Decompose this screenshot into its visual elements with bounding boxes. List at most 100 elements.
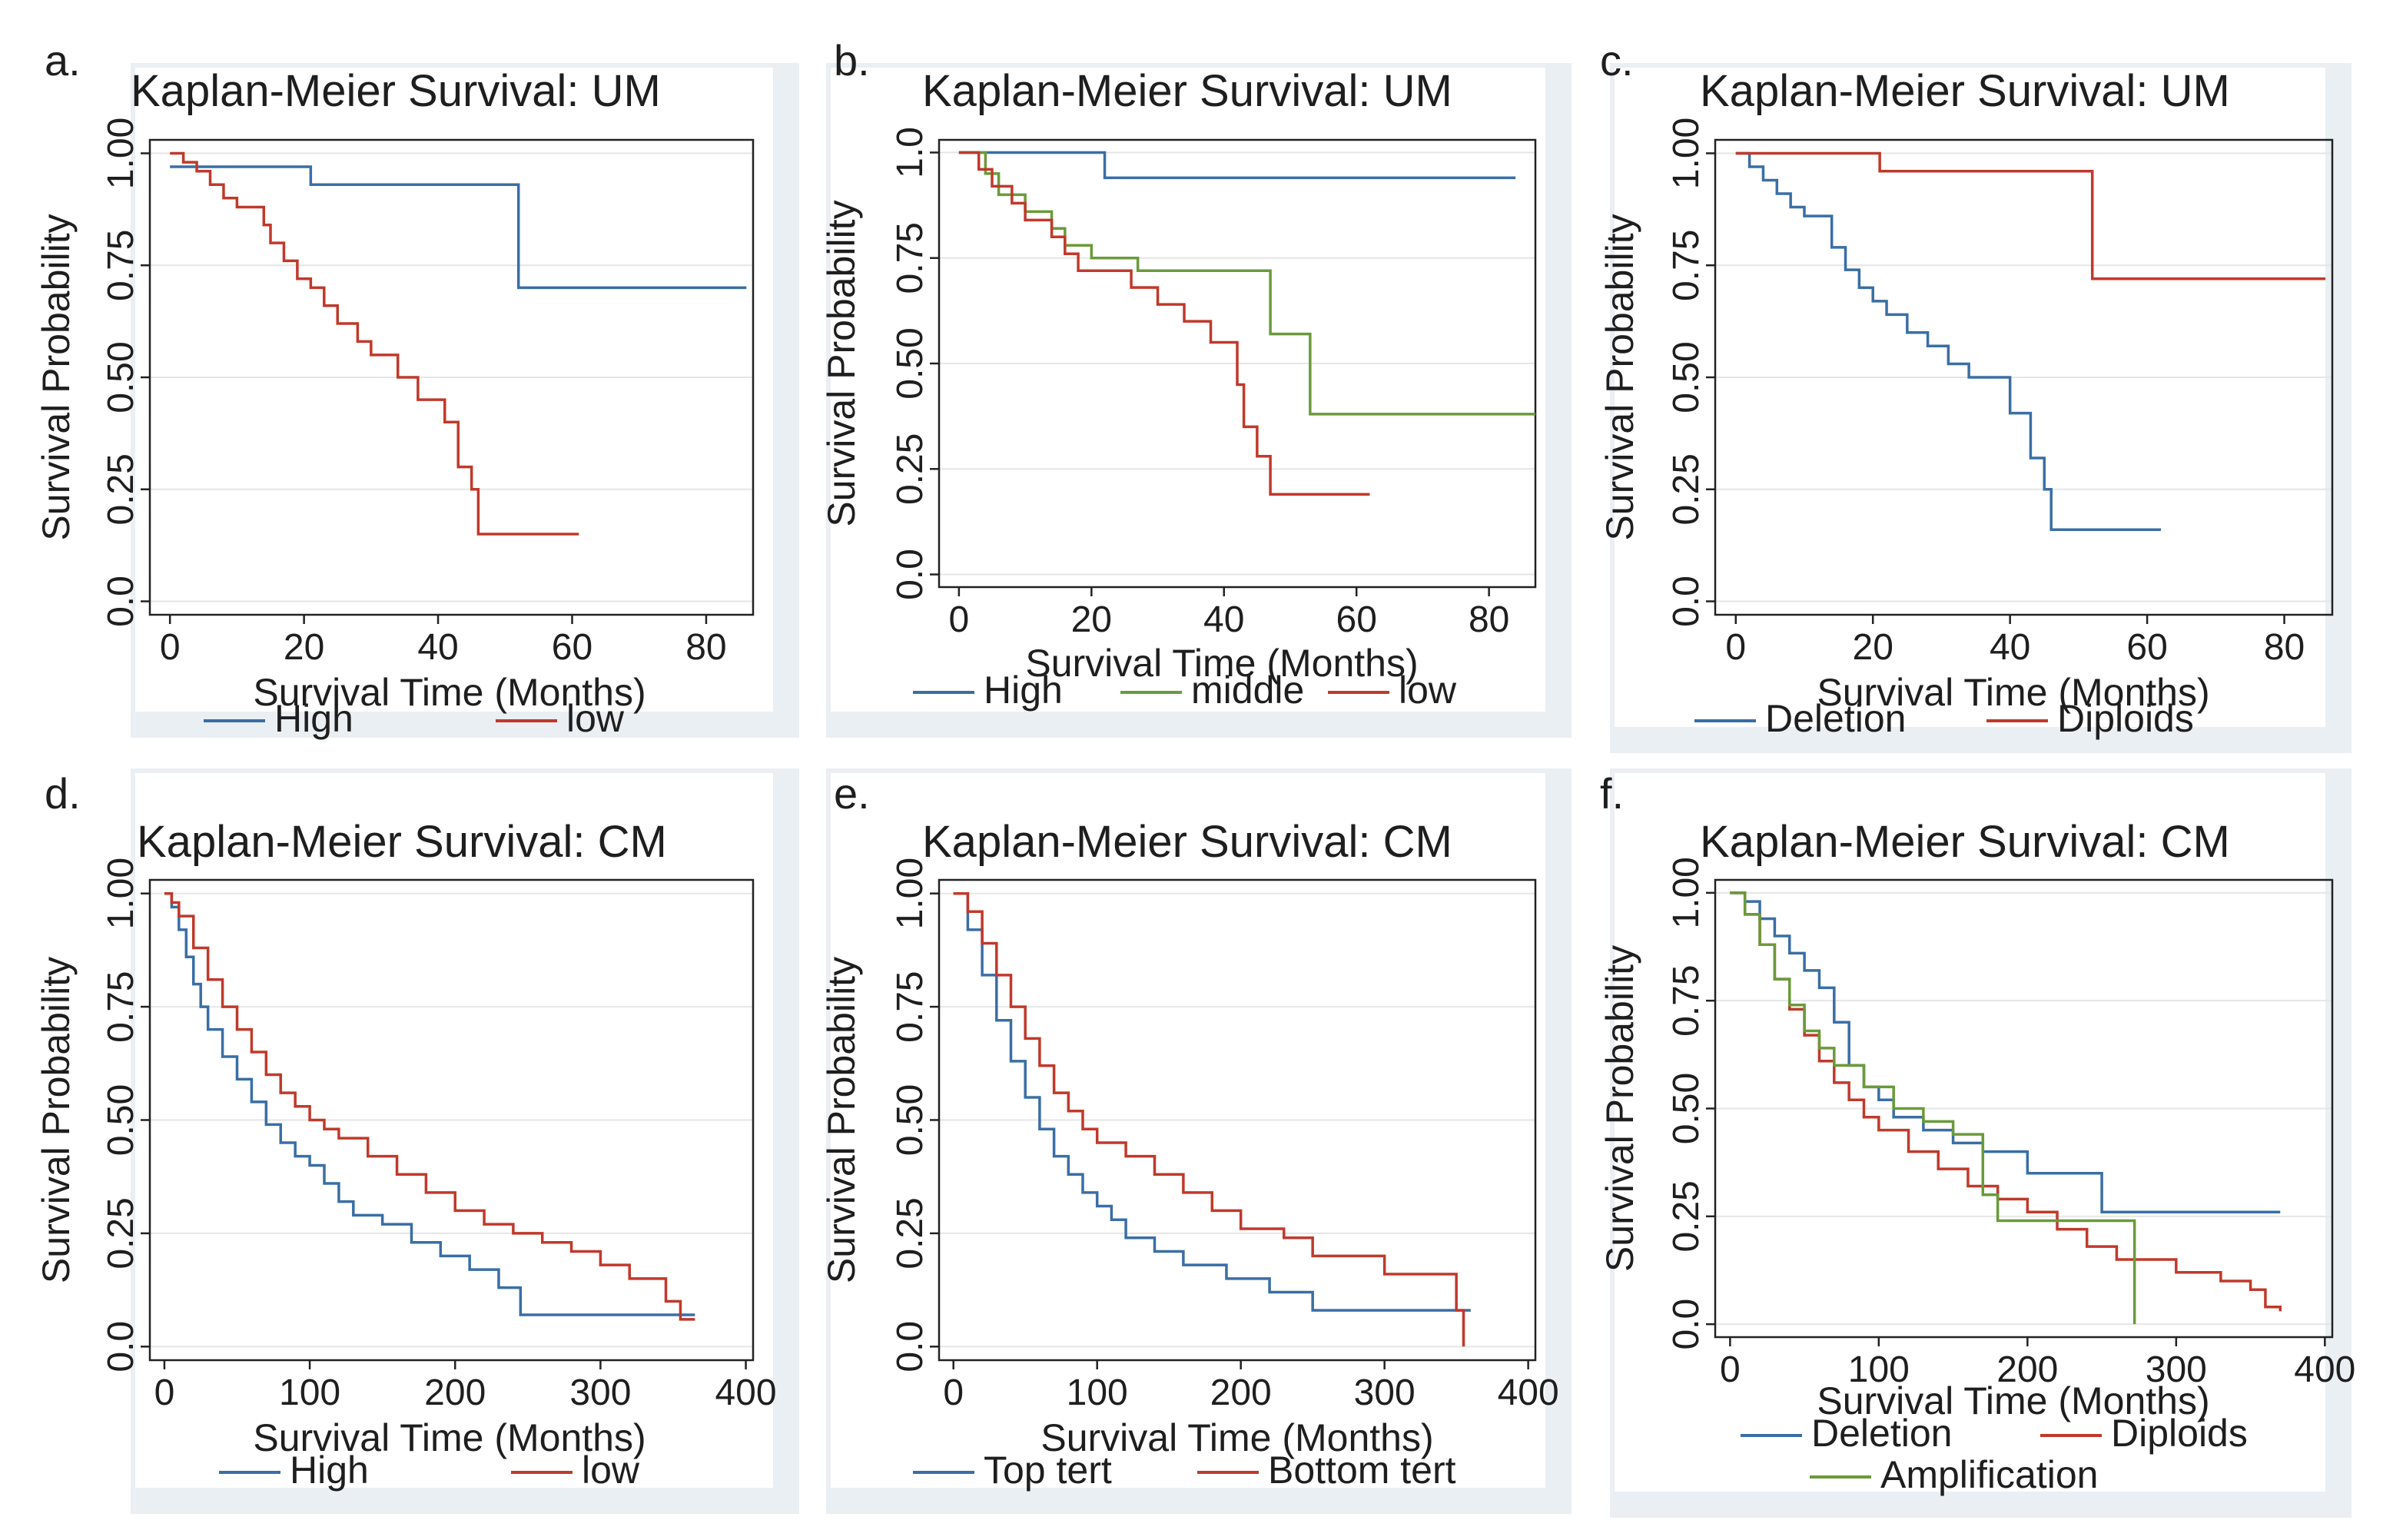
chart-title: Kaplan-Meier Survival: CM (137, 817, 667, 867)
chart-title: Kaplan-Meier Survival: CM (922, 817, 1452, 867)
panel-a: 0.0 0.25 0.50 0.75 1.00 0 20 40 60 80 Kaplan-Meier… (35, 36, 799, 740)
series-high (164, 891, 695, 1316)
panel-letter: b. (834, 36, 870, 85)
x-tick-label: 80 (2264, 627, 2305, 668)
y-axis-label: Survival Probability (820, 957, 863, 1283)
series-high (170, 165, 747, 290)
x-tick-label: 0 (160, 627, 181, 668)
chart-title: Kaplan-Meier Survival: UM (131, 66, 661, 116)
x-tick-label: 40 (417, 627, 458, 668)
legend-label: low (566, 697, 625, 740)
x-tick-label: 100 (1067, 1372, 1128, 1413)
y-tick-label: 0.75 (890, 971, 931, 1042)
y-tick-label: 0.75 (1666, 964, 1707, 1036)
x-tick-label: 300 (2146, 1349, 2207, 1390)
y-tick-label: 1.00 (1666, 857, 1707, 928)
y-tick-label: 0.0 (101, 1321, 141, 1372)
x-tick-label: 400 (715, 1372, 776, 1413)
panel-letter: d. (45, 769, 81, 818)
legend-label: Diploids (2057, 697, 2194, 740)
series-deletion (1735, 151, 2161, 531)
legend: High low (219, 1449, 640, 1492)
legend: High middle low (913, 669, 1457, 712)
series-diploids (1735, 151, 2326, 280)
y-tick-label: 1.00 (1666, 118, 1707, 189)
y-axis-label: Survival Probability (1598, 945, 1641, 1272)
y-tick-label: 0.0 (890, 1321, 931, 1372)
y-tick-label: 0.25 (1666, 1180, 1707, 1252)
y-tick-label: 1.0 (890, 127, 931, 178)
x-axis-label: Survival Time (Months) (1025, 642, 1418, 685)
x-axis-label: Survival Time (Months) (1817, 671, 2209, 714)
panel-inner-background (135, 68, 773, 712)
chart-title: Kaplan-Meier Survival: UM (1700, 66, 2230, 116)
series-low (170, 151, 579, 536)
y-tick-label: 0.0 (1666, 1299, 1707, 1350)
legend: Top tert Bottom tert (913, 1449, 1456, 1492)
panel-letter: e. (834, 769, 870, 818)
panel-letter: c. (1600, 36, 1634, 85)
y-tick-label: 0.25 (890, 1197, 931, 1269)
x-tick-label: 60 (2126, 627, 2167, 668)
panel-letter: f. (1600, 769, 1624, 818)
x-tick-label: 300 (1354, 1372, 1416, 1413)
chart-title: Kaplan-Meier Survival: CM (1700, 817, 2230, 867)
x-axis-label: Survival Time (Months) (253, 671, 646, 714)
y-tick-label: 0.50 (1666, 1073, 1707, 1144)
y-tick-label: 0.25 (101, 1197, 141, 1269)
x-tick-label: 20 (284, 627, 324, 668)
y-tick-label: 0.25 (890, 433, 931, 505)
x-tick-label: 0 (1725, 627, 1746, 668)
x-tick-label: 0 (1720, 1349, 1741, 1390)
x-tick-label: 200 (424, 1372, 486, 1413)
x-tick-label: 60 (1336, 599, 1377, 640)
panel-inner-background (831, 773, 1545, 1488)
x-tick-label: 0 (154, 1372, 175, 1413)
x-tick-label: 300 (569, 1372, 631, 1413)
legend-label: Bottom tert (1268, 1449, 1456, 1492)
x-tick-label: 20 (1853, 627, 1893, 668)
y-tick-label: 0.0 (890, 549, 931, 600)
panel-inner-background (831, 68, 1545, 712)
x-tick-label: 40 (1203, 599, 1244, 640)
series-amplification (1730, 891, 2136, 1325)
x-tick-label: 100 (1848, 1349, 1910, 1390)
legend: Deletion Diploids Amplification (1741, 1412, 2248, 1496)
y-tick-label: 0.50 (890, 1084, 931, 1156)
series-low (164, 891, 695, 1321)
series-bottom-tert (953, 891, 1465, 1347)
series-top-tert (953, 891, 1471, 1312)
x-tick-label: 20 (1071, 599, 1112, 640)
panel-f: 0.0 0.25 0.50 0.75 1.00 0 100 200 300 400 Kaplan-M… (1598, 768, 2355, 1518)
x-tick-label: 0 (949, 599, 970, 640)
x-axis-label: Survival Time (Months) (253, 1416, 646, 1459)
y-tick-label: 1.00 (890, 858, 931, 929)
x-tick-label: 60 (552, 627, 592, 668)
y-tick-label: 0.50 (890, 327, 931, 399)
legend-label: Amplification (1880, 1453, 2098, 1496)
legend-label: low (582, 1449, 640, 1492)
panel-e: 0.0 0.25 0.50 0.75 1.00 0 100 200 300 400 Kaplan-M… (820, 768, 1572, 1514)
legend-label: High (274, 697, 353, 740)
x-tick-label: 200 (1210, 1372, 1272, 1413)
y-tick-label: 0.50 (101, 341, 141, 413)
y-axis-label: Survival Probability (35, 957, 78, 1283)
y-tick-label: 0.0 (1666, 576, 1707, 627)
legend-label: Deletion (1765, 697, 1906, 740)
legend-label: High (984, 669, 1063, 712)
y-tick-label: 0.75 (1666, 230, 1707, 301)
y-tick-label: 0.50 (101, 1084, 141, 1156)
panel-inner-background (1615, 68, 2325, 727)
y-tick-label: 0.25 (1666, 453, 1707, 525)
x-tick-label: 0 (943, 1372, 964, 1413)
panel-letter: a. (45, 36, 81, 85)
x-tick-label: 80 (1469, 599, 1509, 640)
x-tick-label: 80 (685, 627, 726, 668)
legend-label: Top tert (984, 1449, 1112, 1492)
series-high (958, 151, 1516, 180)
y-tick-label: 0.75 (101, 971, 141, 1042)
y-tick-label: 0.0 (101, 576, 141, 627)
y-axis-label: Survival Probability (1598, 214, 1641, 540)
y-tick-label: 0.75 (101, 230, 141, 301)
legend: Deletion Diploids (1694, 697, 2194, 740)
